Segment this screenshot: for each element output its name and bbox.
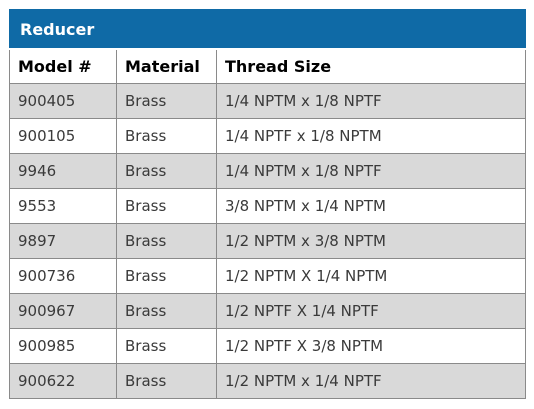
- cell-model: 900736: [9, 258, 117, 294]
- table-row: 900985 Brass 1/2 NPTF X 3/8 NPTM: [9, 328, 527, 364]
- cell-model: 9946: [9, 153, 117, 189]
- cell-material: Brass: [116, 258, 217, 294]
- table-row: 9946 Brass 1/4 NPTM x 1/8 NPTF: [9, 153, 527, 189]
- header-model: Model #: [9, 48, 117, 84]
- cell-model: 900967: [9, 293, 117, 329]
- cell-material: Brass: [116, 223, 217, 259]
- cell-material: Brass: [116, 118, 217, 154]
- table-row: 900622 Brass 1/2 NPTM x 1/4 NPTF: [9, 363, 527, 399]
- cell-thread-size: 1/4 NPTM x 1/8 NPTF: [215, 83, 527, 119]
- table-title-row: Reducer: [8, 9, 527, 50]
- header-material: Material: [116, 48, 217, 84]
- cell-thread-size: 1/2 NPTM X 1/4 NPTM: [215, 258, 527, 294]
- cell-model: 900405: [9, 83, 117, 119]
- cell-material: Brass: [116, 83, 217, 119]
- cell-material: Brass: [116, 293, 217, 329]
- table-row: 900736 Brass 1/2 NPTM X 1/4 NPTM: [9, 258, 527, 294]
- cell-thread-size: 1/2 NPTF X 3/8 NPTM: [215, 328, 527, 364]
- cell-material: Brass: [116, 363, 217, 399]
- cell-model: 900985: [9, 328, 117, 364]
- cell-thread-size: 1/2 NPTM x 1/4 NPTF: [215, 363, 527, 399]
- header-row: Model # Material Thread Size: [9, 48, 527, 84]
- cell-model: 9553: [9, 188, 117, 224]
- table-row: 900405 Brass 1/4 NPTM x 1/8 NPTF: [9, 83, 527, 119]
- cell-material: Brass: [116, 188, 217, 224]
- cell-material: Brass: [116, 153, 217, 189]
- table-title: Reducer: [8, 9, 527, 50]
- table-row: 9553 Brass 3/8 NPTM x 1/4 NPTM: [9, 188, 527, 224]
- cell-model: 9897: [9, 223, 117, 259]
- table-row: 900967 Brass 1/2 NPTF X 1/4 NPTF: [9, 293, 527, 329]
- table-row: 9897 Brass 1/2 NPTM x 3/8 NPTM: [9, 223, 527, 259]
- cell-thread-size: 1/2 NPTF X 1/4 NPTF: [215, 293, 527, 329]
- cell-model: 900105: [9, 118, 117, 154]
- cell-thread-size: 3/8 NPTM x 1/4 NPTM: [215, 188, 527, 224]
- reducer-table: Reducer Model # Material Thread Size 900…: [8, 9, 527, 399]
- cell-model: 900622: [9, 363, 117, 399]
- reducer-table-container: Reducer Model # Material Thread Size 900…: [8, 9, 527, 399]
- cell-thread-size: 1/4 NPTM x 1/8 NPTF: [215, 153, 527, 189]
- cell-material: Brass: [116, 328, 217, 364]
- header-thread-size: Thread Size: [215, 48, 527, 84]
- cell-thread-size: 1/4 NPTF x 1/8 NPTM: [215, 118, 527, 154]
- cell-thread-size: 1/2 NPTM x 3/8 NPTM: [215, 223, 527, 259]
- table-row: 900105 Brass 1/4 NPTF x 1/8 NPTM: [9, 118, 527, 154]
